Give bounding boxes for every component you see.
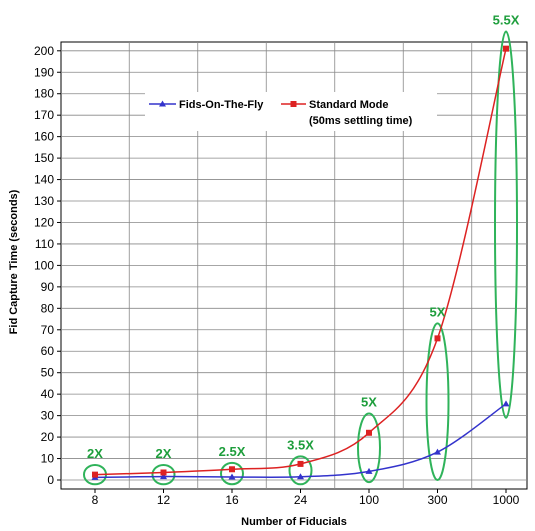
legend-label-fids: Fids-On-The-Fly bbox=[179, 99, 264, 111]
y-tick-label: 150 bbox=[34, 151, 54, 165]
legend-marker-standard bbox=[290, 101, 297, 107]
y-tick-label: 120 bbox=[34, 215, 54, 229]
ratio-ellipse bbox=[494, 30, 518, 419]
x-axis-ticks: 8 12 16 24 100 300 1000 bbox=[92, 489, 520, 507]
legend: Fids-On-The-Fly Standard Mode (50ms sett… bbox=[145, 92, 437, 131]
ratio-label: 5.5X bbox=[493, 12, 520, 27]
series-lines bbox=[91, 45, 510, 480]
y-tick-label: 160 bbox=[34, 130, 54, 144]
y-tick-label: 200 bbox=[34, 44, 54, 58]
y-tick-label: 90 bbox=[41, 280, 55, 294]
data-point-standard-mode bbox=[503, 45, 509, 52]
x-tick-label: 300 bbox=[427, 493, 447, 507]
y-tick-label: 140 bbox=[34, 173, 54, 187]
series-line-standard-mode bbox=[94, 48, 507, 476]
ratio-label: 2X bbox=[87, 446, 103, 461]
y-axis-title: Fid Capture Time (seconds) bbox=[8, 189, 20, 334]
data-point-fids-on-the-fly bbox=[502, 400, 510, 407]
y-tick-label: 30 bbox=[41, 409, 55, 423]
ratio-ellipse bbox=[425, 322, 450, 481]
x-axis-title: Number of Fiducials bbox=[241, 516, 347, 528]
legend-label-standard: Standard Mode bbox=[309, 99, 388, 111]
data-point-standard-mode bbox=[229, 466, 235, 473]
data-point-fids-on-the-fly bbox=[228, 473, 236, 480]
ratio-label: 2.5X bbox=[219, 444, 246, 459]
x-tick-label: 24 bbox=[294, 493, 308, 507]
ratio-label: 5X bbox=[430, 304, 446, 319]
legend-label-standard-line2: (50ms settling time) bbox=[309, 115, 413, 127]
x-tick-label: 16 bbox=[225, 493, 239, 507]
ratio-ellipse bbox=[288, 455, 313, 486]
y-axis-ticks: 0 10 20 30 40 50 60 70 80 90 100 110 120 130 140 150 160… bbox=[34, 44, 61, 487]
y-tick-label: 70 bbox=[41, 323, 55, 337]
data-point-standard-mode bbox=[434, 335, 441, 342]
y-tick-label: 110 bbox=[35, 237, 54, 251]
data-point-fids-on-the-fly bbox=[434, 448, 441, 455]
ratio-ellipse bbox=[220, 461, 244, 486]
data-point-standard-mode bbox=[366, 429, 372, 436]
legend-marker-fids bbox=[159, 100, 166, 107]
ratio-annotations: 2X 2X 2.5X 3.5X 5X 5X 5.5X bbox=[87, 12, 520, 460]
y-tick-label: 80 bbox=[41, 301, 55, 315]
data-point-standard-mode bbox=[297, 460, 304, 467]
y-tick-label: 0 bbox=[47, 473, 54, 487]
x-tick-label: 8 bbox=[92, 493, 99, 507]
y-tick-label: 50 bbox=[41, 366, 55, 380]
data-point-standard-mode bbox=[160, 469, 167, 476]
y-tick-label: 20 bbox=[41, 430, 55, 444]
ratio-ellipse bbox=[357, 412, 381, 484]
ratio-label: 2X bbox=[156, 446, 172, 461]
y-tick-label: 180 bbox=[34, 87, 54, 101]
data-point-fids-on-the-fly bbox=[297, 473, 304, 480]
y-tick-label: 100 bbox=[34, 258, 54, 272]
y-tick-label: 60 bbox=[41, 344, 55, 358]
y-tick-label: 170 bbox=[34, 108, 54, 122]
ratio-label: 3.5X bbox=[287, 437, 314, 452]
data-point-fids-on-the-fly bbox=[365, 467, 373, 474]
x-tick-label: 12 bbox=[157, 493, 171, 507]
data-point-standard-mode bbox=[92, 471, 98, 478]
y-tick-label: 10 bbox=[41, 452, 55, 466]
ratio-ellipse bbox=[151, 463, 176, 486]
x-tick-label: 100 bbox=[359, 493, 379, 507]
y-tick-label: 40 bbox=[41, 387, 55, 401]
legend-box bbox=[145, 92, 437, 131]
ratio-ellipses bbox=[83, 30, 518, 486]
y-tick-label: 130 bbox=[34, 194, 54, 208]
ratio-label: 5X bbox=[361, 394, 377, 409]
data-point-fids-on-the-fly bbox=[160, 473, 167, 480]
x-tick-label: 1000 bbox=[493, 493, 520, 507]
y-tick-label: 190 bbox=[34, 65, 54, 79]
